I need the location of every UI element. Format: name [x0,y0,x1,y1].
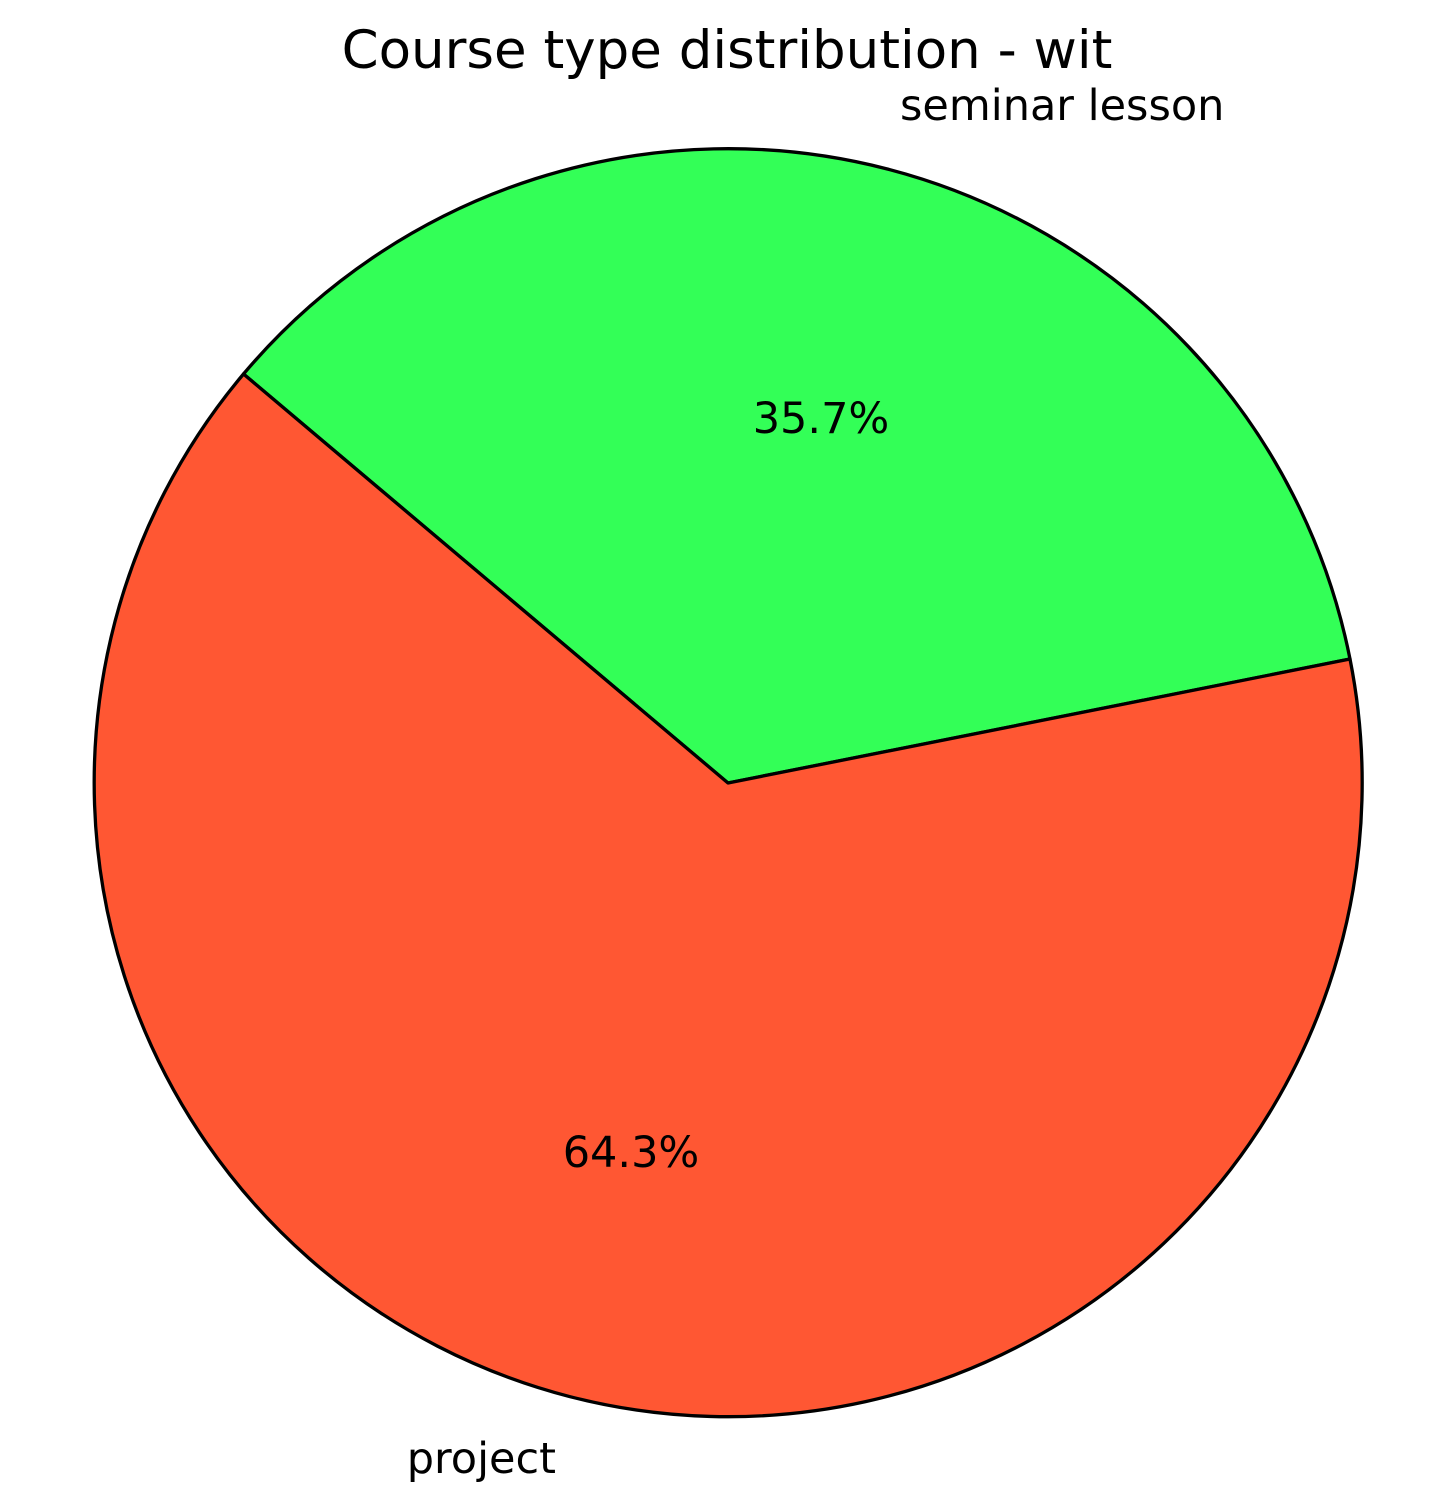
pct-label-project: 64.3% [563,1128,700,1178]
pie-slice-seminar-lesson [241,147,1352,785]
slice-label-project: project [407,1434,556,1484]
pie-slice-project [92,372,1364,1419]
slice-label-seminar-lesson: seminar lesson [900,81,1224,131]
chart-title: Course type distribution - wit [342,20,1113,81]
pct-label-seminar-lesson: 35.7% [753,394,890,444]
